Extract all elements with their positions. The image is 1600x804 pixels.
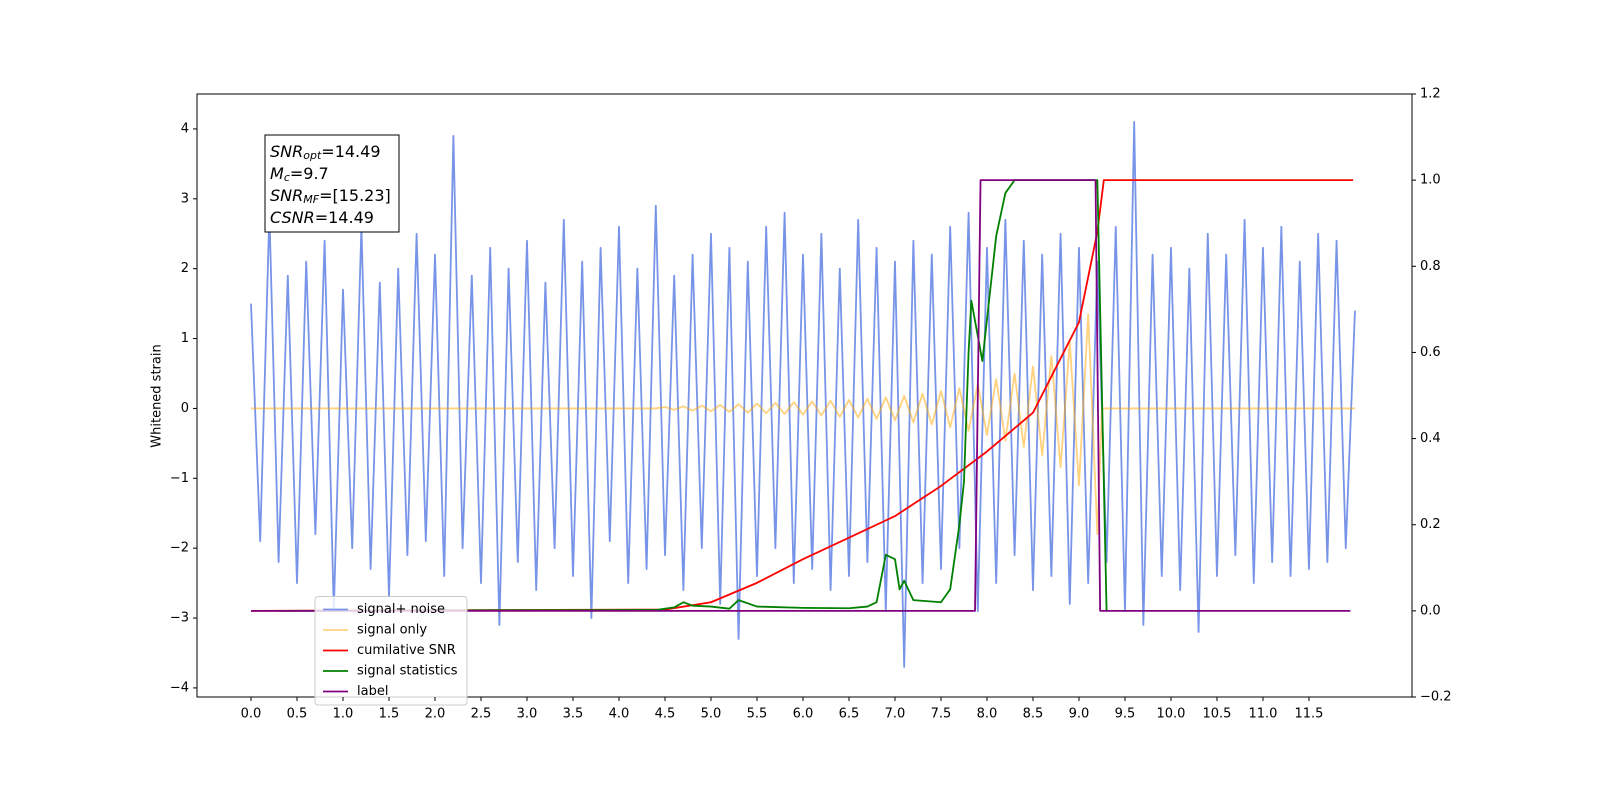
x-tick-label: 5.0 <box>701 707 722 722</box>
legend-label: signal+ noise <box>357 602 445 617</box>
y2-tick-label: 1.2 <box>1420 87 1441 102</box>
y2-tick-label: 0.8 <box>1420 259 1441 274</box>
x-tick-label: 8.0 <box>977 707 998 722</box>
x-tick-label: 3.0 <box>517 707 538 722</box>
annotation-line: Mc=9.7 <box>270 164 329 185</box>
x-tick-label: 0.5 <box>287 707 308 722</box>
y2-tick-label: −0.2 <box>1420 690 1452 705</box>
legend-label: label <box>357 684 388 699</box>
y-tick-label: 2 <box>181 261 189 276</box>
series-line <box>250 179 1354 612</box>
annotation-frame <box>264 134 400 233</box>
x-tick-label: 10.0 <box>1156 707 1185 722</box>
annotation-box: SNRopt=14.49Mc=9.7SNRMF=[15.23]CSNR=14.4… <box>264 134 400 233</box>
x-tick-label: 7.5 <box>931 707 952 722</box>
y2-tick-label: 0.6 <box>1420 345 1441 360</box>
annotation-value: =14.49 <box>315 208 374 227</box>
y-tick-label: 3 <box>181 191 189 206</box>
y2-tick-label: 1.0 <box>1420 173 1441 188</box>
x-tick-label: 11.0 <box>1248 707 1277 722</box>
annotation-line: CSNR=14.49 <box>270 208 374 227</box>
x-tick-label: 9.5 <box>1115 707 1136 722</box>
x-tick-label: 6.5 <box>839 707 860 722</box>
annotation-line: SNRMF=[15.23] <box>270 186 391 207</box>
annotation-subscript: opt <box>303 149 322 162</box>
x-tick-label: 1.0 <box>333 707 354 722</box>
annotation-symbol: M <box>270 164 284 183</box>
annotation-symbol: SNR <box>270 142 303 161</box>
legend-label: cumilative SNR <box>357 643 456 658</box>
y-tick-label: −2 <box>170 541 189 556</box>
x-tick-label: 2.0 <box>425 707 446 722</box>
series-line <box>250 121 1356 668</box>
annotation-subscript: c <box>284 171 290 184</box>
legend: signal+ noise signal only cumilative SNR si… <box>314 596 468 706</box>
series-line <box>278 179 1108 612</box>
annotation-symbol: CSNR <box>270 208 315 227</box>
series-line <box>251 179 1351 612</box>
x-tick-label: 1.5 <box>379 707 400 722</box>
x-tick-label: 10.5 <box>1202 707 1231 722</box>
legend-label: signal statistics <box>357 664 458 679</box>
y-tick-label: −1 <box>170 471 189 486</box>
y-tick-label: −4 <box>170 680 189 695</box>
y-axis-label: Whitened strain <box>150 344 165 447</box>
legend-frame <box>314 596 468 706</box>
axes-frame <box>196 93 1413 698</box>
x-tick-label: 7.0 <box>885 707 906 722</box>
x-tick-label: 0.0 <box>241 707 262 722</box>
y-tick-label: 1 <box>181 331 189 346</box>
y-tick-label: −3 <box>170 611 189 626</box>
y2-tick-label: 0.2 <box>1420 517 1441 532</box>
y2-tick-label: 0.4 <box>1420 431 1441 446</box>
x-tick-label: 3.5 <box>563 707 584 722</box>
series-line <box>251 313 1355 536</box>
legend-label: signal only <box>357 623 427 638</box>
x-tick-label: 11.5 <box>1294 707 1323 722</box>
x-tick-label: 8.5 <box>1023 707 1044 722</box>
y-tick-label: 0 <box>181 401 189 416</box>
x-tick-label: 4.5 <box>655 707 676 722</box>
annotation-value: =9.7 <box>290 164 329 183</box>
annotation-symbol: SNR <box>270 186 303 205</box>
x-tick-label: 4.0 <box>609 707 630 722</box>
annotation-subscript: MF <box>303 193 319 206</box>
annotation-line: SNRopt=14.49 <box>270 142 381 163</box>
x-tick-label: 6.0 <box>793 707 814 722</box>
annotation-value: =[15.23] <box>319 186 391 205</box>
y2-tick-label: 0.0 <box>1420 603 1441 618</box>
annotation-value: =14.49 <box>321 142 380 161</box>
y-tick-label: 4 <box>181 121 189 136</box>
x-tick-label: 9.0 <box>1069 707 1090 722</box>
plot-area <box>250 121 1356 668</box>
x-tick-label: 5.5 <box>747 707 768 722</box>
x-tick-label: 2.5 <box>471 707 492 722</box>
